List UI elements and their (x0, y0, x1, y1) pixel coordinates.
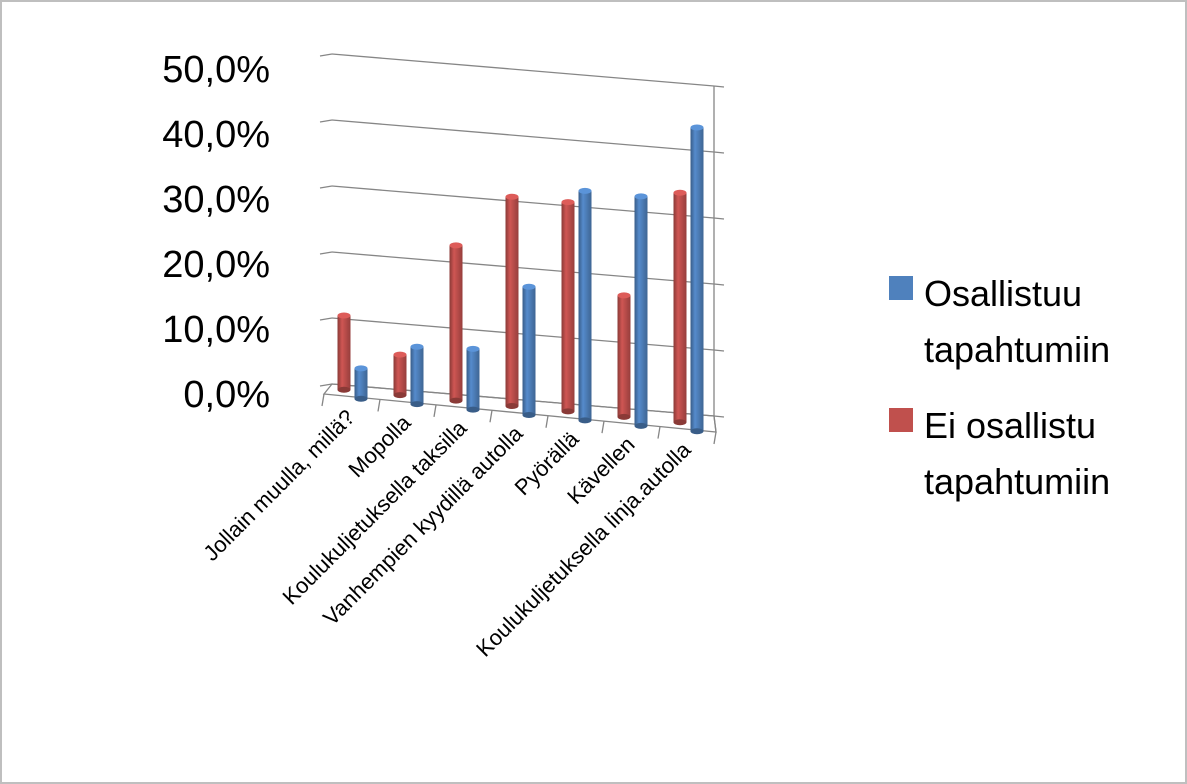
bar (522, 283, 536, 418)
bar-base (505, 403, 519, 409)
y-tick-label: 50,0% (162, 49, 270, 91)
y-tick-label: 40,0% (162, 114, 270, 156)
bar-body (466, 348, 480, 410)
legend: Osallistuu tapahtumiin Ei osallistu tapahtu… (889, 273, 1110, 502)
bar-base (354, 395, 368, 402)
bar (690, 124, 704, 435)
bar (466, 345, 480, 413)
x-tick-mark (713, 431, 717, 445)
legend-label: Ei osallistu tapahtumiin (924, 405, 1110, 502)
bar-body (337, 315, 351, 390)
bar-top (690, 124, 704, 131)
y-tick-label: 30,0% (162, 179, 270, 221)
bar-top (578, 187, 592, 194)
bar-body (393, 354, 407, 396)
right-tick-mark (713, 217, 725, 220)
bar (578, 187, 592, 424)
left-tick-mark (319, 53, 333, 57)
bar-top (449, 242, 463, 249)
bar (393, 351, 407, 399)
bar-base (337, 386, 351, 393)
legend-swatch (889, 408, 913, 432)
legend-swatch (889, 276, 913, 300)
bar-base (578, 417, 592, 424)
bar-top (505, 193, 519, 200)
bar (449, 242, 463, 404)
bar (617, 292, 631, 420)
right-tick-mark (713, 151, 725, 154)
y-tick-label: 0,0% (183, 374, 270, 416)
y-tick-label: 10,0% (162, 309, 270, 351)
bar (337, 312, 351, 393)
bar-top (354, 365, 368, 372)
bar-body (634, 196, 648, 426)
bar-body (673, 192, 687, 423)
bar (673, 189, 687, 426)
x-tick-mark (321, 393, 325, 407)
bar-top (522, 283, 536, 290)
bar (354, 365, 368, 402)
bar-base (522, 412, 536, 418)
bar-top (337, 312, 351, 319)
left-tick-mark (319, 185, 333, 189)
bar (505, 193, 519, 409)
x-tick-mark (657, 426, 661, 439)
left-tick-mark (319, 119, 333, 123)
bar-body (617, 295, 631, 417)
gridline (331, 185, 715, 219)
bar-body (578, 190, 592, 421)
bar-base (410, 401, 424, 408)
bar-top (466, 345, 480, 352)
bar-top (410, 343, 424, 350)
gridlines (319, 53, 725, 433)
legend-label: Osallistuu tapahtumiin (924, 273, 1110, 370)
bars (337, 124, 704, 435)
x-tick-mark (545, 415, 549, 428)
legend-item: Osallistuu tapahtumiin (889, 273, 1110, 370)
x-axis-ticks: Jollain muulla, millä?MopollaKoulukuljet… (198, 393, 717, 662)
y-axis-ticks: 0,0% 10,0% 20,0% 30,0% 40,0% 50,0% (162, 49, 270, 416)
right-tick-mark (713, 415, 725, 418)
bar-base (690, 428, 704, 435)
x-tick-mark (489, 410, 493, 423)
left-tick-mark (319, 251, 333, 255)
bar-base (561, 408, 575, 415)
bar-body (354, 368, 368, 399)
bar-base (449, 397, 463, 404)
bar-body (505, 196, 519, 406)
right-tick-mark (713, 283, 725, 286)
x-tick-mark (601, 421, 605, 434)
x-tick-mark (433, 404, 437, 417)
bar (634, 193, 648, 429)
bar-top (561, 199, 575, 206)
bar (410, 343, 424, 408)
gridline (331, 251, 715, 285)
bar-top (617, 292, 631, 299)
x-tick-mark (377, 399, 381, 412)
gridline (331, 119, 715, 153)
bar-base (634, 422, 648, 429)
left-tick-mark (319, 317, 333, 321)
gridline (331, 53, 715, 87)
bar-body (522, 286, 536, 415)
bar-body (449, 245, 463, 401)
right-tick-mark (713, 349, 725, 352)
bar-base (466, 406, 480, 413)
bar-top (634, 193, 648, 200)
left-tick-mark (319, 383, 333, 387)
bar-base (673, 419, 687, 426)
bar-body (690, 127, 704, 432)
bar-top (673, 189, 687, 196)
bar-body (410, 346, 424, 405)
y-tick-label: 20,0% (162, 244, 270, 286)
bar-base (393, 392, 407, 399)
right-tick-mark (713, 85, 725, 88)
bar-base (617, 413, 631, 420)
legend-item: Ei osallistu tapahtumiin (889, 405, 1110, 502)
bar-body (561, 202, 575, 412)
bar-top (393, 351, 407, 358)
bar (561, 199, 575, 415)
